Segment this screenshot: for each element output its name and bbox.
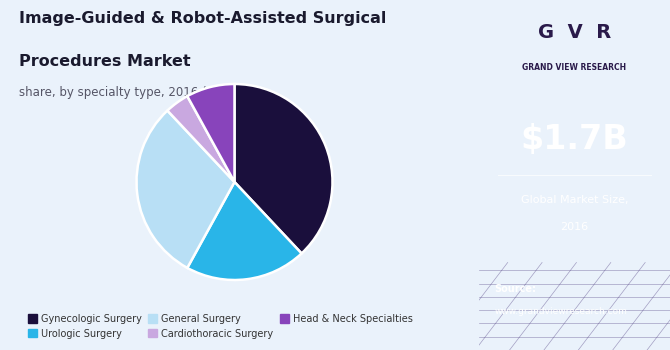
- Text: G  V  R: G V R: [538, 23, 611, 42]
- Wedge shape: [137, 111, 234, 268]
- Text: Global Market Size,: Global Market Size,: [521, 195, 628, 204]
- Text: Procedures Market: Procedures Market: [19, 54, 191, 69]
- Legend: Gynecologic Surgery, Urologic Surgery, General Surgery, Cardiothoracic Surgery, : Gynecologic Surgery, Urologic Surgery, G…: [25, 311, 415, 342]
- Wedge shape: [188, 84, 234, 182]
- Text: Image-Guided & Robot-Assisted Surgical: Image-Guided & Robot-Assisted Surgical: [19, 10, 387, 26]
- Text: Source:: Source:: [494, 284, 536, 294]
- Text: www.grandviewresearch.com: www.grandviewresearch.com: [494, 307, 627, 316]
- Text: GRAND VIEW RESEARCH: GRAND VIEW RESEARCH: [523, 63, 626, 72]
- Wedge shape: [168, 96, 234, 182]
- Wedge shape: [188, 182, 302, 280]
- Text: share, by specialty type, 2016 (%): share, by specialty type, 2016 (%): [19, 86, 222, 99]
- Text: $1.7B: $1.7B: [521, 124, 628, 156]
- Text: 2016: 2016: [561, 223, 588, 232]
- Wedge shape: [234, 84, 332, 253]
